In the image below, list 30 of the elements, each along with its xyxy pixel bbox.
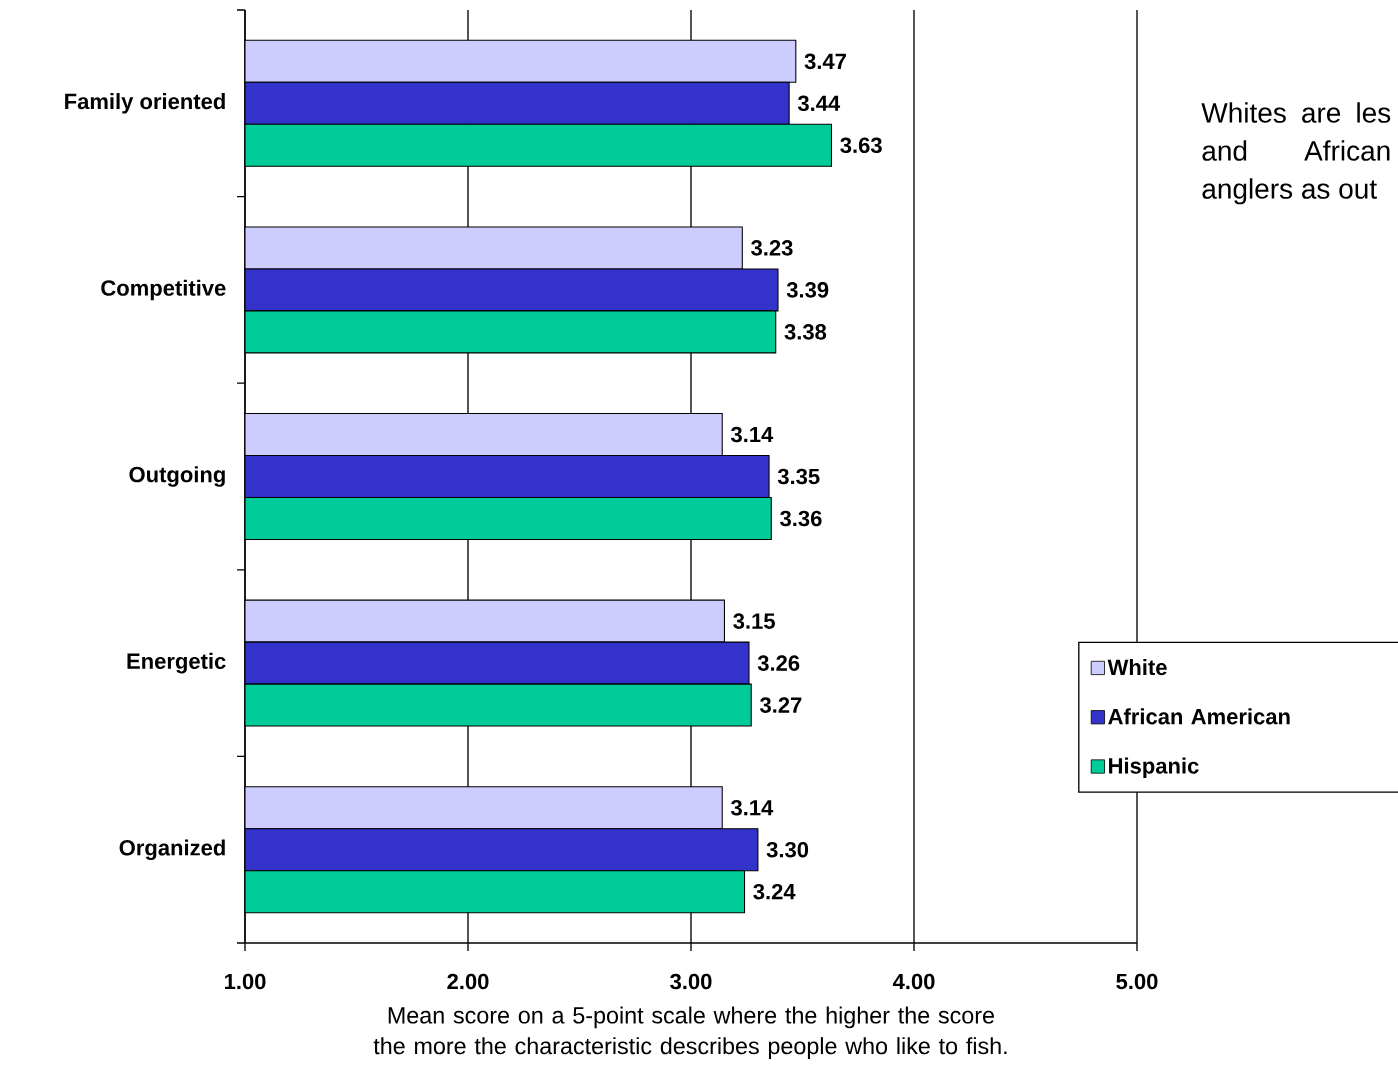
y-tick-label: Energetic xyxy=(127,652,226,674)
data-label: 3.44 xyxy=(797,95,841,112)
y-tick-label: Competitive xyxy=(101,279,226,301)
x-tick-label: 1.00 xyxy=(224,973,266,990)
text: Whites are les and African anglers as out xyxy=(1201,102,1391,205)
data-label: 3.15 xyxy=(733,613,775,629)
x-tick-label: 2.00 xyxy=(447,973,489,990)
data-label: 3.35 xyxy=(777,468,820,485)
data-label: 3.38 xyxy=(784,324,827,340)
y-tick-label: Outgoing xyxy=(129,466,225,487)
legend-label: Hispanic xyxy=(1109,757,1199,779)
data-label: 3.23 xyxy=(751,240,793,256)
data-label: 3.39 xyxy=(786,282,829,298)
data-label: 3.27 xyxy=(759,697,802,713)
x-tick-label: 3.00 xyxy=(670,973,712,990)
legend-label: African American xyxy=(1108,708,1290,725)
x-tick-label: 4.00 xyxy=(892,973,935,990)
data-label: 3.14 xyxy=(730,799,774,816)
data-label: 3.47 xyxy=(804,53,846,70)
y-tick-label: Family oriented xyxy=(65,93,225,114)
data-label: 3.30 xyxy=(766,841,809,858)
data-label: 3.14 xyxy=(730,426,774,443)
x-axis-title: Mean score on a 5-point scale where the higher the score the more the characteristic describes people who like to fish. xyxy=(373,1006,1007,1059)
y-tick-label: Organized xyxy=(119,839,225,861)
legend-label: White xyxy=(1107,659,1167,676)
data-label: 3.24 xyxy=(753,883,796,900)
data-label: 3.26 xyxy=(757,655,800,671)
data-label: 3.63 xyxy=(840,137,882,154)
data-label: 3.36 xyxy=(780,510,822,527)
x-tick-label: 5.00 xyxy=(1116,973,1158,990)
